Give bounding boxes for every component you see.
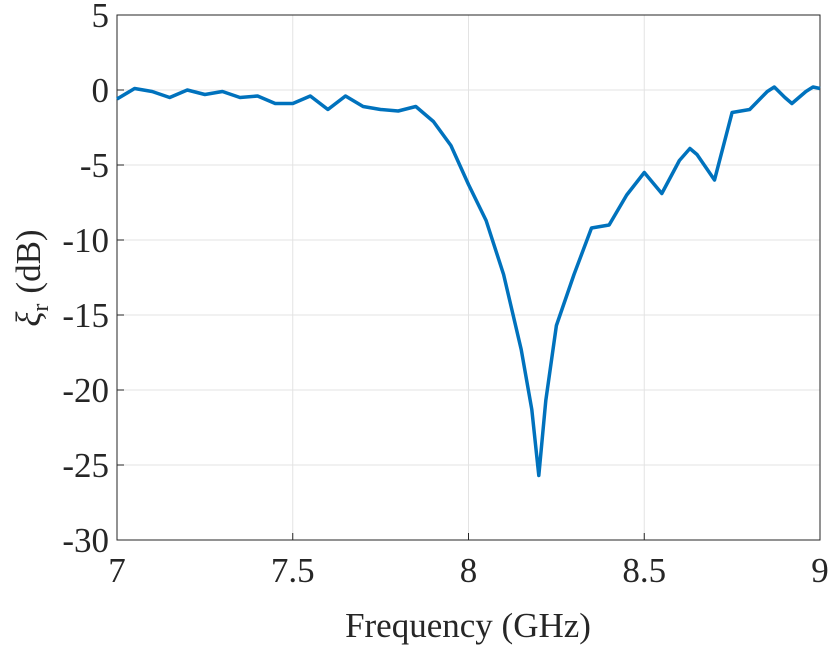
x-axis-label: Frequency (GHz): [345, 606, 591, 645]
x-tick-label: 7: [108, 551, 126, 590]
data-line: [116, 85, 821, 478]
y-label-subscript: r: [28, 304, 54, 312]
plot-frame: [116, 14, 821, 541]
y-tick-label: 0: [92, 71, 110, 110]
y-tick-label: -30: [62, 521, 109, 560]
y-label-unit: (dB): [9, 229, 48, 293]
x-tick-label: 9: [811, 551, 829, 590]
y-label-symbol: ξ: [9, 312, 48, 327]
y-tick-label: -10: [62, 221, 109, 260]
y-tick-label: 5: [92, 0, 110, 35]
y-axis-label: ξr (dB): [9, 229, 54, 326]
x-tick-label: 8.5: [622, 551, 666, 590]
y-tick-label: -5: [80, 146, 109, 185]
x-tick-label: 7.5: [271, 551, 315, 590]
y-tick-label: -25: [62, 446, 109, 485]
y-tick-label: -20: [62, 371, 109, 410]
x-tick-label: 8: [460, 551, 478, 590]
y-tick-label: -15: [62, 296, 109, 335]
